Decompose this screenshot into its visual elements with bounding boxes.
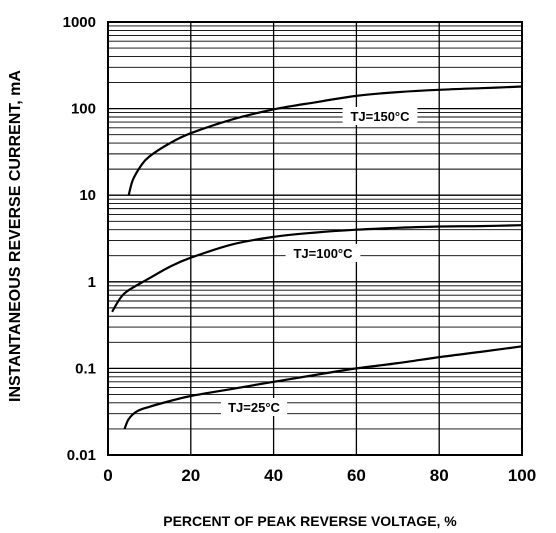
plot-frame <box>107 21 523 456</box>
curve-label-curve-tj-100: TJ=100°C <box>293 246 353 261</box>
y-tick-label: 0.1 <box>75 360 96 377</box>
x-tick-labels: 0 20 40 60 80 100 <box>103 466 536 485</box>
y-tick-label: 100 <box>71 101 96 118</box>
curve-label-background <box>220 398 288 416</box>
y-tick-labels: 0.01 0.1 1 10 100 1000 <box>63 14 96 464</box>
y-axis-label: INSTANTANEOUS REVERSE CURRENT, mA <box>7 70 24 402</box>
curve-tj-150 <box>127 85 523 196</box>
x-axis-label: PERCENT OF PEAK REVERSE VOLTAGE, % <box>163 513 457 529</box>
x-tick-label: 20 <box>181 466 200 485</box>
data-curves <box>111 85 523 430</box>
grid-lines <box>107 22 523 456</box>
x-tick-label: 100 <box>508 466 536 485</box>
curve-tj-100 <box>111 224 523 313</box>
curve-label-background <box>285 244 361 262</box>
curve-label-curve-tj-25: TJ=25°C <box>228 400 280 415</box>
y-tick-label: 1000 <box>63 14 96 31</box>
curve-tj-25 <box>123 345 523 430</box>
x-tick-label: 40 <box>264 466 283 485</box>
x-tick-label: 80 <box>430 466 449 485</box>
plot-border <box>107 21 523 456</box>
y-tick-label: 10 <box>79 187 96 204</box>
curve-labels: TJ=150°C TJ=100°C TJ=25°C <box>220 107 418 416</box>
y-tick-label: 0.01 <box>67 447 96 464</box>
x-tick-label: 0 <box>103 466 112 485</box>
y-tick-label: 1 <box>88 274 96 291</box>
curve-label-curve-tj-150: TJ=150°C <box>350 109 410 124</box>
curve-label-background <box>342 107 418 125</box>
x-tick-label: 60 <box>347 466 366 485</box>
